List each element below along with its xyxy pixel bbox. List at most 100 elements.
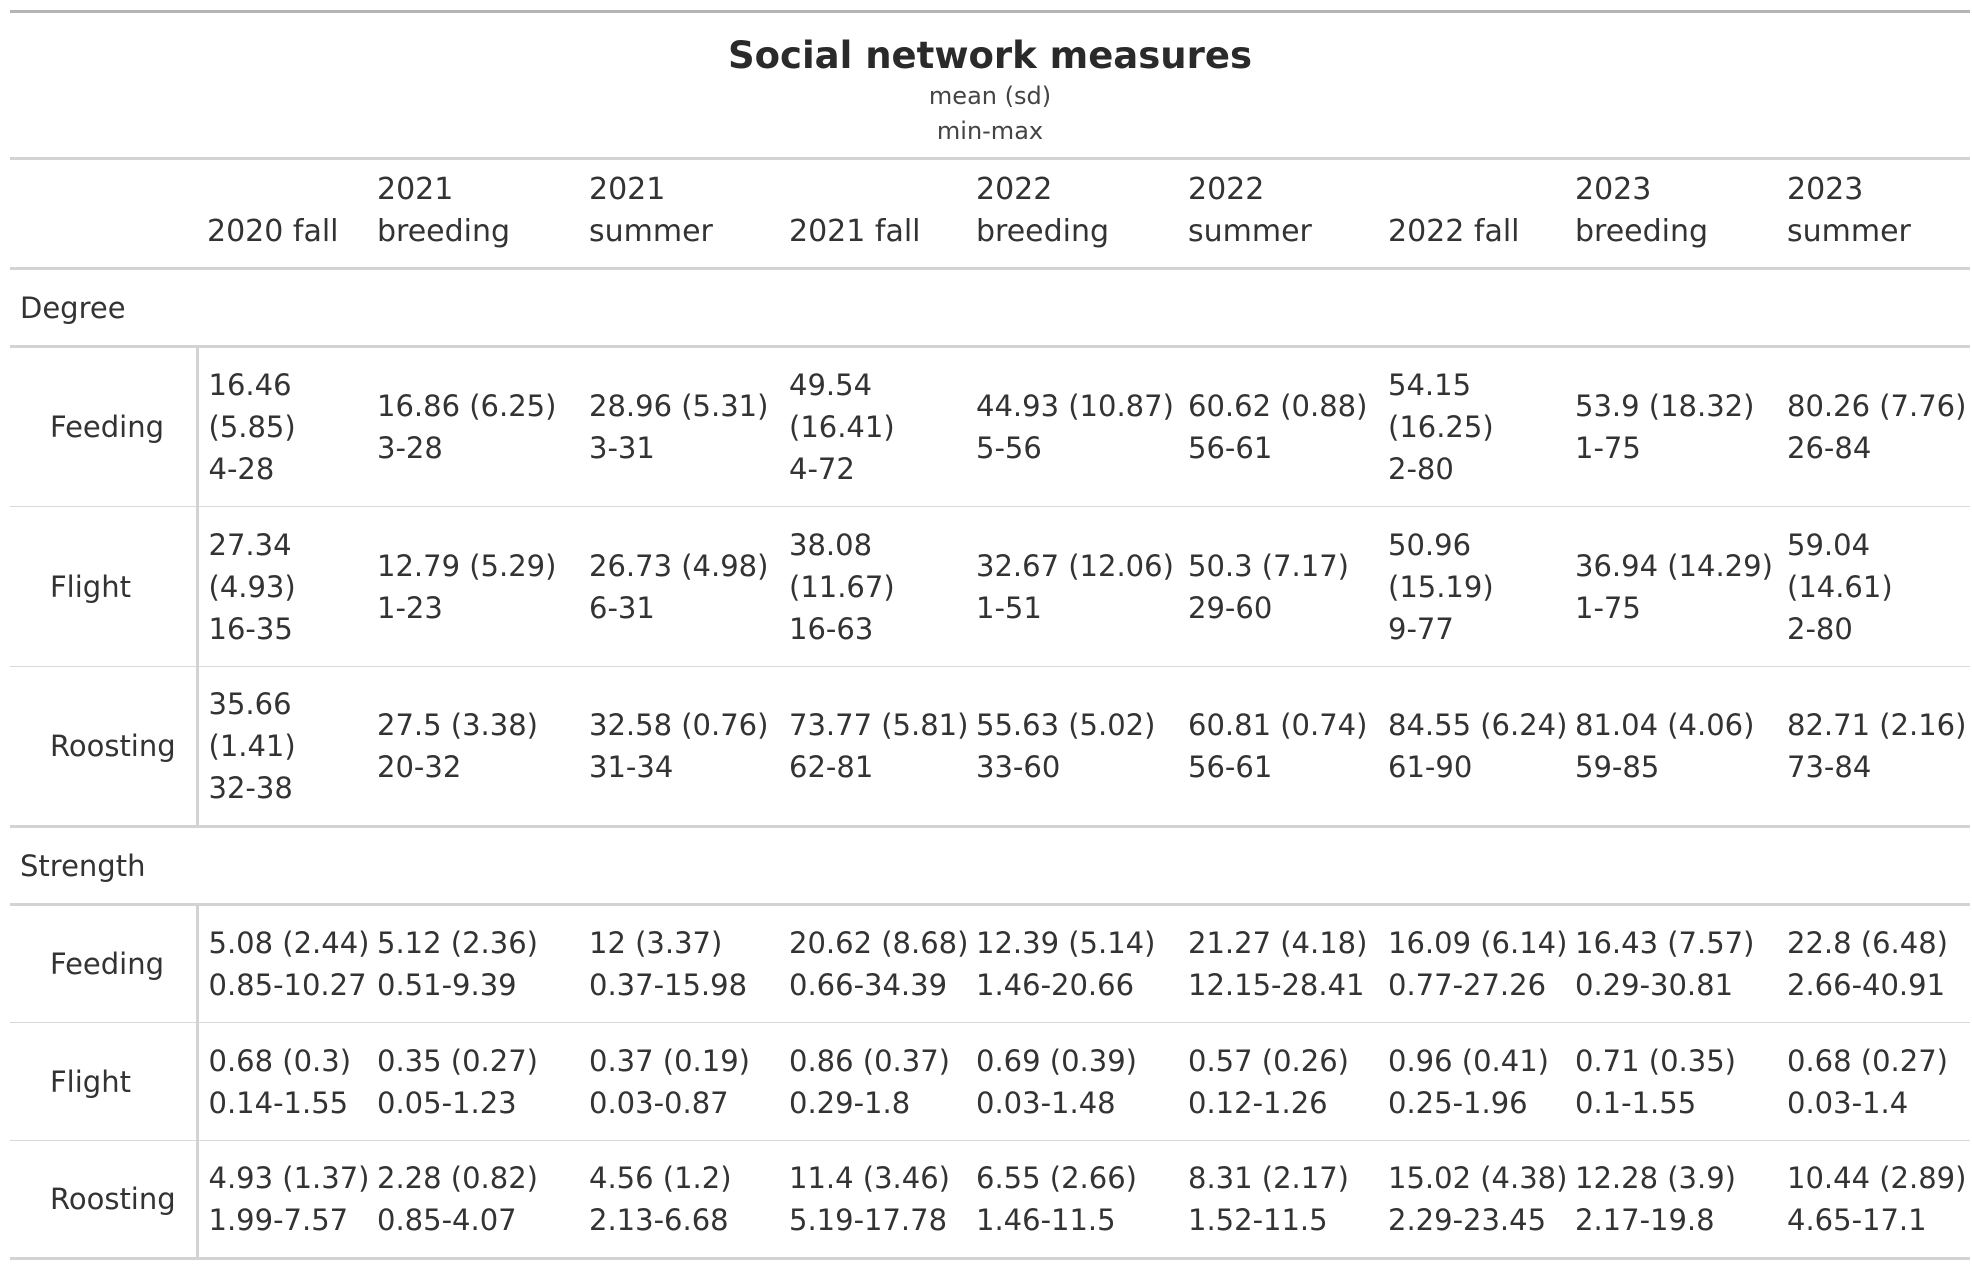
cell-value-line: 0.14-1.55 xyxy=(208,1085,349,1120)
cell-value-line: 22.8 (6.48) xyxy=(1787,926,1948,960)
cell-value-line: 2-80 xyxy=(1787,611,1853,646)
cell-value-line: 5-56 xyxy=(976,431,1042,465)
cell-value-line: 0.37-15.98 xyxy=(589,968,748,1002)
cell-value-line: 53.9 (18.32) xyxy=(1575,389,1755,423)
column-header-line-2: 2020 fall xyxy=(207,214,339,249)
row-group-label: Strength xyxy=(20,848,146,883)
column-header-line-2: breeding xyxy=(1575,214,1709,249)
table-cell: 60.81 (0.74) 56-61 xyxy=(1178,667,1378,827)
row-group-header: Degree xyxy=(10,269,1970,347)
table-cell: 10.44 (2.89) 4.65-17.1 xyxy=(1777,1141,1970,1259)
table-cell: 27.5 (3.38) 20-32 xyxy=(367,667,579,827)
cell-value-line: 0.37 (0.19) xyxy=(589,1043,750,1078)
column-header-line-1: 2022 xyxy=(1188,172,1265,207)
cell-value-line: 27.5 (3.38) xyxy=(377,708,538,742)
column-header: 2023 breeding xyxy=(1565,159,1777,269)
network-measures-table: 2020 fall 2021 breeding 2021 summer 2021 fal… xyxy=(10,157,1970,1260)
table-cell: 12.39 (5.14) 1.46-20.66 xyxy=(966,905,1178,1023)
cell-value-line: 60.81 (0.74) xyxy=(1188,708,1368,742)
table-cell: 0.71 (0.35) 0.1-1.55 xyxy=(1565,1023,1777,1141)
cell-value-line: 54.15 xyxy=(1388,368,1472,402)
cell-value-line: 36.94 (14.29) xyxy=(1575,548,1773,583)
cell-value-line: (14.61) xyxy=(1787,569,1893,604)
table-cell: 44.93 (10.87) 5-56 xyxy=(966,347,1178,507)
column-header: 2021 summer xyxy=(579,159,779,269)
cell-value-line: 2.29-23.45 xyxy=(1388,1203,1547,1237)
column-header: 2021 fall xyxy=(779,159,966,269)
cell-value-line: 0.85-4.07 xyxy=(377,1203,517,1237)
cell-value-line: 27.34 xyxy=(208,527,292,562)
column-header-line-1 xyxy=(789,169,956,211)
cell-value-line: 80.26 (7.76) xyxy=(1787,389,1967,423)
table-row: Flight 0.68 (0.3) 0.14-1.55 0.35 (0.27) 0.05… xyxy=(10,1022,1970,1141)
table-body: Degree Feeding 16.46 (5.85) 4-28 16.86 (6.25)… xyxy=(10,269,1970,1259)
cell-value-line: 26.73 (4.98) xyxy=(589,548,769,583)
cell-value-line: (11.67) xyxy=(789,569,895,604)
row-group-label: Degree xyxy=(20,290,126,325)
row-label: Roosting xyxy=(10,666,199,827)
cell-value-line: 2.66-40.91 xyxy=(1787,968,1946,1002)
cell-value-line: 56-61 xyxy=(1188,750,1273,784)
table-cell: 12.79 (5.29) 1-23 xyxy=(367,507,579,667)
table-cell: 82.71 (2.16) 73-84 xyxy=(1777,667,1970,827)
table-subtitle: mean (sd) min-max xyxy=(10,79,1970,157)
cell-value-line: 0.68 (0.3) xyxy=(208,1043,352,1078)
cell-value-line: 9-77 xyxy=(1388,611,1454,646)
cell-value-line: 82.71 (2.16) xyxy=(1787,708,1967,742)
table-cell: 59.04 (14.61) 2-80 xyxy=(1777,507,1970,667)
cell-value-line: 4.56 (1.2) xyxy=(589,1161,732,1195)
top-rule xyxy=(10,10,1970,13)
table-container: Social network measures mean (sd) min-ma… xyxy=(10,10,1970,1260)
cell-value-line: 56-61 xyxy=(1188,431,1273,465)
column-header-line-1: 2021 xyxy=(377,172,454,207)
cell-value-line: 12.28 (3.9) xyxy=(1575,1161,1736,1195)
column-header-line-2: breeding xyxy=(976,214,1110,249)
cell-value-line: 2.13-6.68 xyxy=(589,1203,729,1237)
cell-value-line: 1-51 xyxy=(976,590,1042,625)
cell-value-line: 1.46-11.5 xyxy=(976,1203,1116,1237)
cell-value-line: 50.96 xyxy=(1388,527,1472,562)
cell-value-line: 2.17-19.8 xyxy=(1575,1203,1715,1237)
cell-value-line: 29-60 xyxy=(1188,590,1273,625)
table-cell: 32.67 (12.06) 1-51 xyxy=(966,507,1178,667)
cell-value-line: 0.66-34.39 xyxy=(789,968,948,1002)
cell-value-line: 84.55 (6.24) xyxy=(1388,708,1568,742)
cell-value-line: 1-23 xyxy=(377,590,443,625)
cell-value-line: 59.04 xyxy=(1787,527,1871,562)
table-cell: 22.8 (6.48) 2.66-40.91 xyxy=(1777,905,1970,1023)
table-cell: 35.66 (1.41) 32-38 xyxy=(197,667,367,827)
cell-value-line: 16.86 (6.25) xyxy=(377,389,557,423)
cell-value-line: (5.85) xyxy=(208,410,296,444)
cell-value-line: (4.93) xyxy=(208,569,296,604)
cell-value-line: 0.51-9.39 xyxy=(377,968,517,1002)
table-cell: 2.28 (0.82) 0.85-4.07 xyxy=(367,1141,579,1259)
cell-value-line: 2-80 xyxy=(1388,452,1454,486)
table-cell: 4.56 (1.2) 2.13-6.68 xyxy=(579,1141,779,1259)
table-cell: 0.57 (0.26) 0.12-1.26 xyxy=(1178,1023,1378,1141)
cell-value-line: 26-84 xyxy=(1787,431,1872,465)
cell-value-line: 6-31 xyxy=(589,590,655,625)
cell-value-line: 31-34 xyxy=(589,750,674,784)
cell-value-line: (16.25) xyxy=(1388,410,1494,444)
cell-value-line: 0.29-1.8 xyxy=(789,1085,911,1120)
stub-header xyxy=(10,159,197,269)
table-cell: 6.55 (2.66) 1.46-11.5 xyxy=(966,1141,1178,1259)
column-header-line-1: 2023 xyxy=(1575,172,1652,207)
cell-value-line: 0.77-27.26 xyxy=(1388,968,1547,1002)
table-cell: 27.34 (4.93) 16-35 xyxy=(197,507,367,667)
cell-value-line: (15.19) xyxy=(1388,569,1494,604)
table-cell: 80.26 (7.76) 26-84 xyxy=(1777,347,1970,507)
cell-value-line: 38.08 xyxy=(789,527,873,562)
cell-value-line: 0.03-1.48 xyxy=(976,1085,1116,1120)
table-cell: 12.28 (3.9) 2.17-19.8 xyxy=(1565,1141,1777,1259)
table-cell: 0.68 (0.27) 0.03-1.4 xyxy=(1777,1023,1970,1141)
table-cell: 5.08 (2.44) 0.85-10.27 xyxy=(197,905,370,1023)
table-cell: 38.08 (11.67) 16-63 xyxy=(779,507,966,667)
cell-value-line: 50.3 (7.17) xyxy=(1188,548,1349,583)
cell-value-line: 0.25-1.96 xyxy=(1388,1085,1528,1120)
table-row: Roosting 35.66 (1.41) 32-38 27.5 (3.38) 20-32… xyxy=(10,666,1970,827)
cell-value-line: 4-72 xyxy=(789,452,855,486)
cell-value-line: 0.69 (0.39) xyxy=(976,1043,1137,1078)
column-header-line-2: summer xyxy=(1188,214,1312,249)
cell-value-line: 15.02 (4.38) xyxy=(1388,1161,1568,1195)
